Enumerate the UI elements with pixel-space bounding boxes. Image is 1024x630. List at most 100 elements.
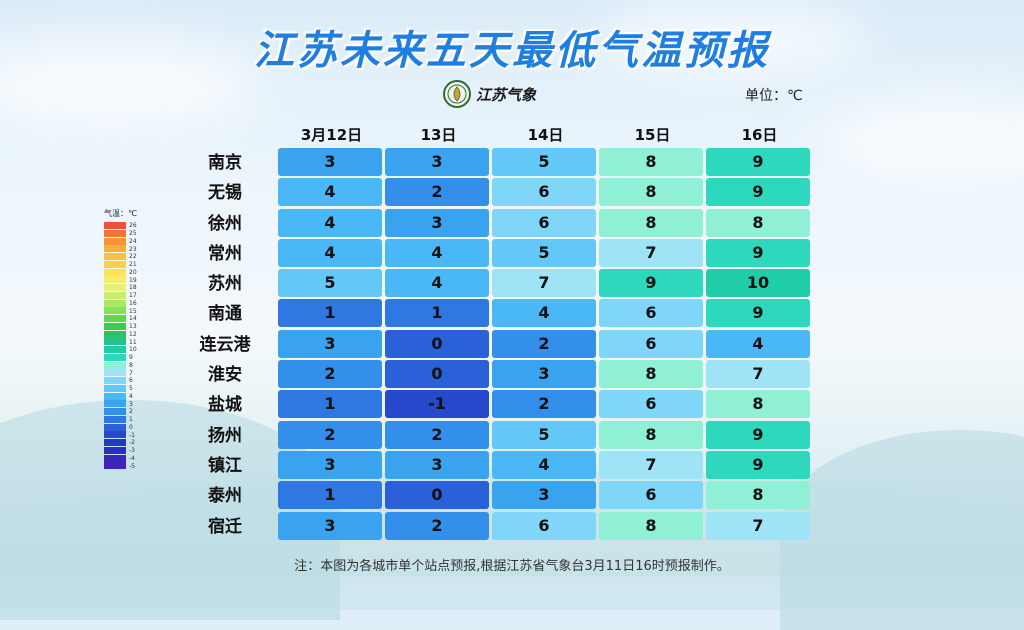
legend-item: -3 (104, 446, 137, 455)
temperature-cell: 5 (492, 238, 596, 267)
legend-label: 21 (129, 261, 137, 269)
legend-item: -1 (104, 431, 137, 439)
temperature-cell: 3 (278, 148, 382, 176)
legend-swatch (104, 284, 126, 291)
legend-scale: 26 25 24 23 22 21 20 19 18 17 16 15 14 13 12 11 10 9 8 7 6 5 4… (104, 222, 137, 470)
temperature-cell: 7 (706, 511, 810, 540)
temperature-cell: 9 (706, 450, 810, 479)
legend-swatch (104, 384, 126, 392)
temperature-cell: 5 (492, 420, 596, 449)
temperature-cell: 6 (599, 481, 703, 510)
temperature-cell: 0 (385, 481, 489, 510)
temperature-cell: 5 (278, 269, 382, 298)
legend-label: 24 (129, 237, 137, 245)
footnote: 注：本图为各城市单个站点预报,根据江苏省气象台3月11日16时预报制作。 (294, 559, 730, 574)
legend-item: 10 (104, 346, 137, 354)
legend-swatch (104, 299, 126, 307)
legend-swatch (104, 423, 126, 431)
legend-label: -2 (129, 439, 135, 447)
legend-label: 0 (129, 423, 133, 431)
legend-swatch (104, 431, 126, 439)
legend-item: 24 (104, 237, 137, 246)
temperature-cell: 1 (385, 299, 489, 328)
temperature-cell: 2 (278, 360, 382, 389)
legend-item: -2 (104, 439, 137, 447)
legend-swatch (104, 462, 126, 470)
legend-swatch (104, 237, 126, 245)
jiangsu-meteorology-logo-icon (443, 80, 471, 108)
legend-swatch (104, 253, 126, 260)
temperature-cell: 6 (599, 390, 703, 419)
legend-item: 26 (104, 222, 137, 230)
color-legend: 气温：℃ 26 25 24 23 22 21 20 19 18 17 16 15 14 13 12 11 10 9… (104, 208, 137, 470)
temperature-cell: 3 (278, 450, 382, 479)
temperature-cell: 4 (492, 299, 596, 328)
legend-swatch (104, 291, 126, 299)
legend-item: 2 (104, 408, 137, 416)
temperature-cell: 4 (385, 269, 489, 298)
logo-text: 江苏气象 (476, 85, 537, 104)
city-label: 镇江 (208, 455, 242, 476)
date-header: 15日 (634, 126, 671, 144)
temperature-cell: 5 (492, 148, 596, 176)
temperature-cell: 8 (599, 208, 703, 237)
legend-label: 14 (129, 315, 137, 323)
date-header: 16日 (741, 126, 778, 144)
temperature-cell: 8 (706, 390, 810, 419)
legend-label: -3 (129, 447, 135, 455)
temperature-cell: 6 (599, 299, 703, 328)
temperature-cell: 9 (706, 420, 810, 449)
page-title: 江苏未来五天最低气温预报 (254, 28, 770, 74)
legend-label: 26 (129, 222, 137, 230)
date-header: 13日 (420, 126, 457, 144)
legend-swatch (104, 260, 126, 268)
temperature-cell: 3 (278, 329, 382, 358)
legend-label: 4 (129, 392, 133, 400)
temperature-cell: 6 (599, 329, 703, 358)
temperature-cell: -1 (385, 390, 489, 419)
legend-item: 25 (104, 229, 137, 238)
temperature-cell: 7 (599, 450, 703, 479)
temperature-cell: 4 (385, 238, 489, 267)
legend-swatch (104, 245, 126, 253)
temperature-cell: 8 (599, 178, 703, 207)
temperature-cell: 6 (492, 208, 596, 237)
legend-label: 8 (129, 361, 133, 369)
temperature-cell: 8 (599, 511, 703, 540)
temperature-cell: 2 (278, 420, 382, 449)
city-label: 常州 (208, 243, 242, 264)
temperature-cell: 8 (599, 420, 703, 449)
temperature-cell: 3 (278, 511, 382, 540)
legend-swatch (104, 446, 126, 454)
legend-label: 7 (129, 369, 133, 377)
legend-label: 10 (129, 346, 137, 354)
temperature-cell: 8 (599, 148, 703, 176)
legend-swatch (104, 369, 126, 377)
legend-label: 3 (129, 400, 133, 408)
temperature-cell: 4 (278, 208, 382, 237)
legend-item: 5 (104, 384, 137, 393)
legend-item: 19 (104, 276, 137, 284)
temperature-cell: 10 (706, 269, 810, 298)
city-label: 南通 (208, 304, 242, 325)
city-label: 宿迁 (208, 516, 242, 537)
city-label: 南京 (208, 153, 242, 173)
legend-swatch (104, 377, 126, 384)
city-label: 盐城 (208, 395, 242, 416)
legend-label: 5 (129, 385, 133, 393)
legend-item: 23 (104, 245, 137, 253)
legend-item: 13 (104, 322, 137, 331)
legend-item: 6 (104, 377, 137, 385)
legend-item: 14 (104, 315, 137, 323)
legend-label: 11 (129, 338, 137, 346)
legend-swatch (104, 268, 126, 276)
temperature-cell: 2 (385, 178, 489, 207)
legend-swatch (104, 222, 126, 229)
legend-swatch (104, 307, 126, 315)
legend-item: 18 (104, 284, 137, 292)
temperature-cell: 8 (706, 208, 810, 237)
legend-item: 0 (104, 423, 137, 432)
